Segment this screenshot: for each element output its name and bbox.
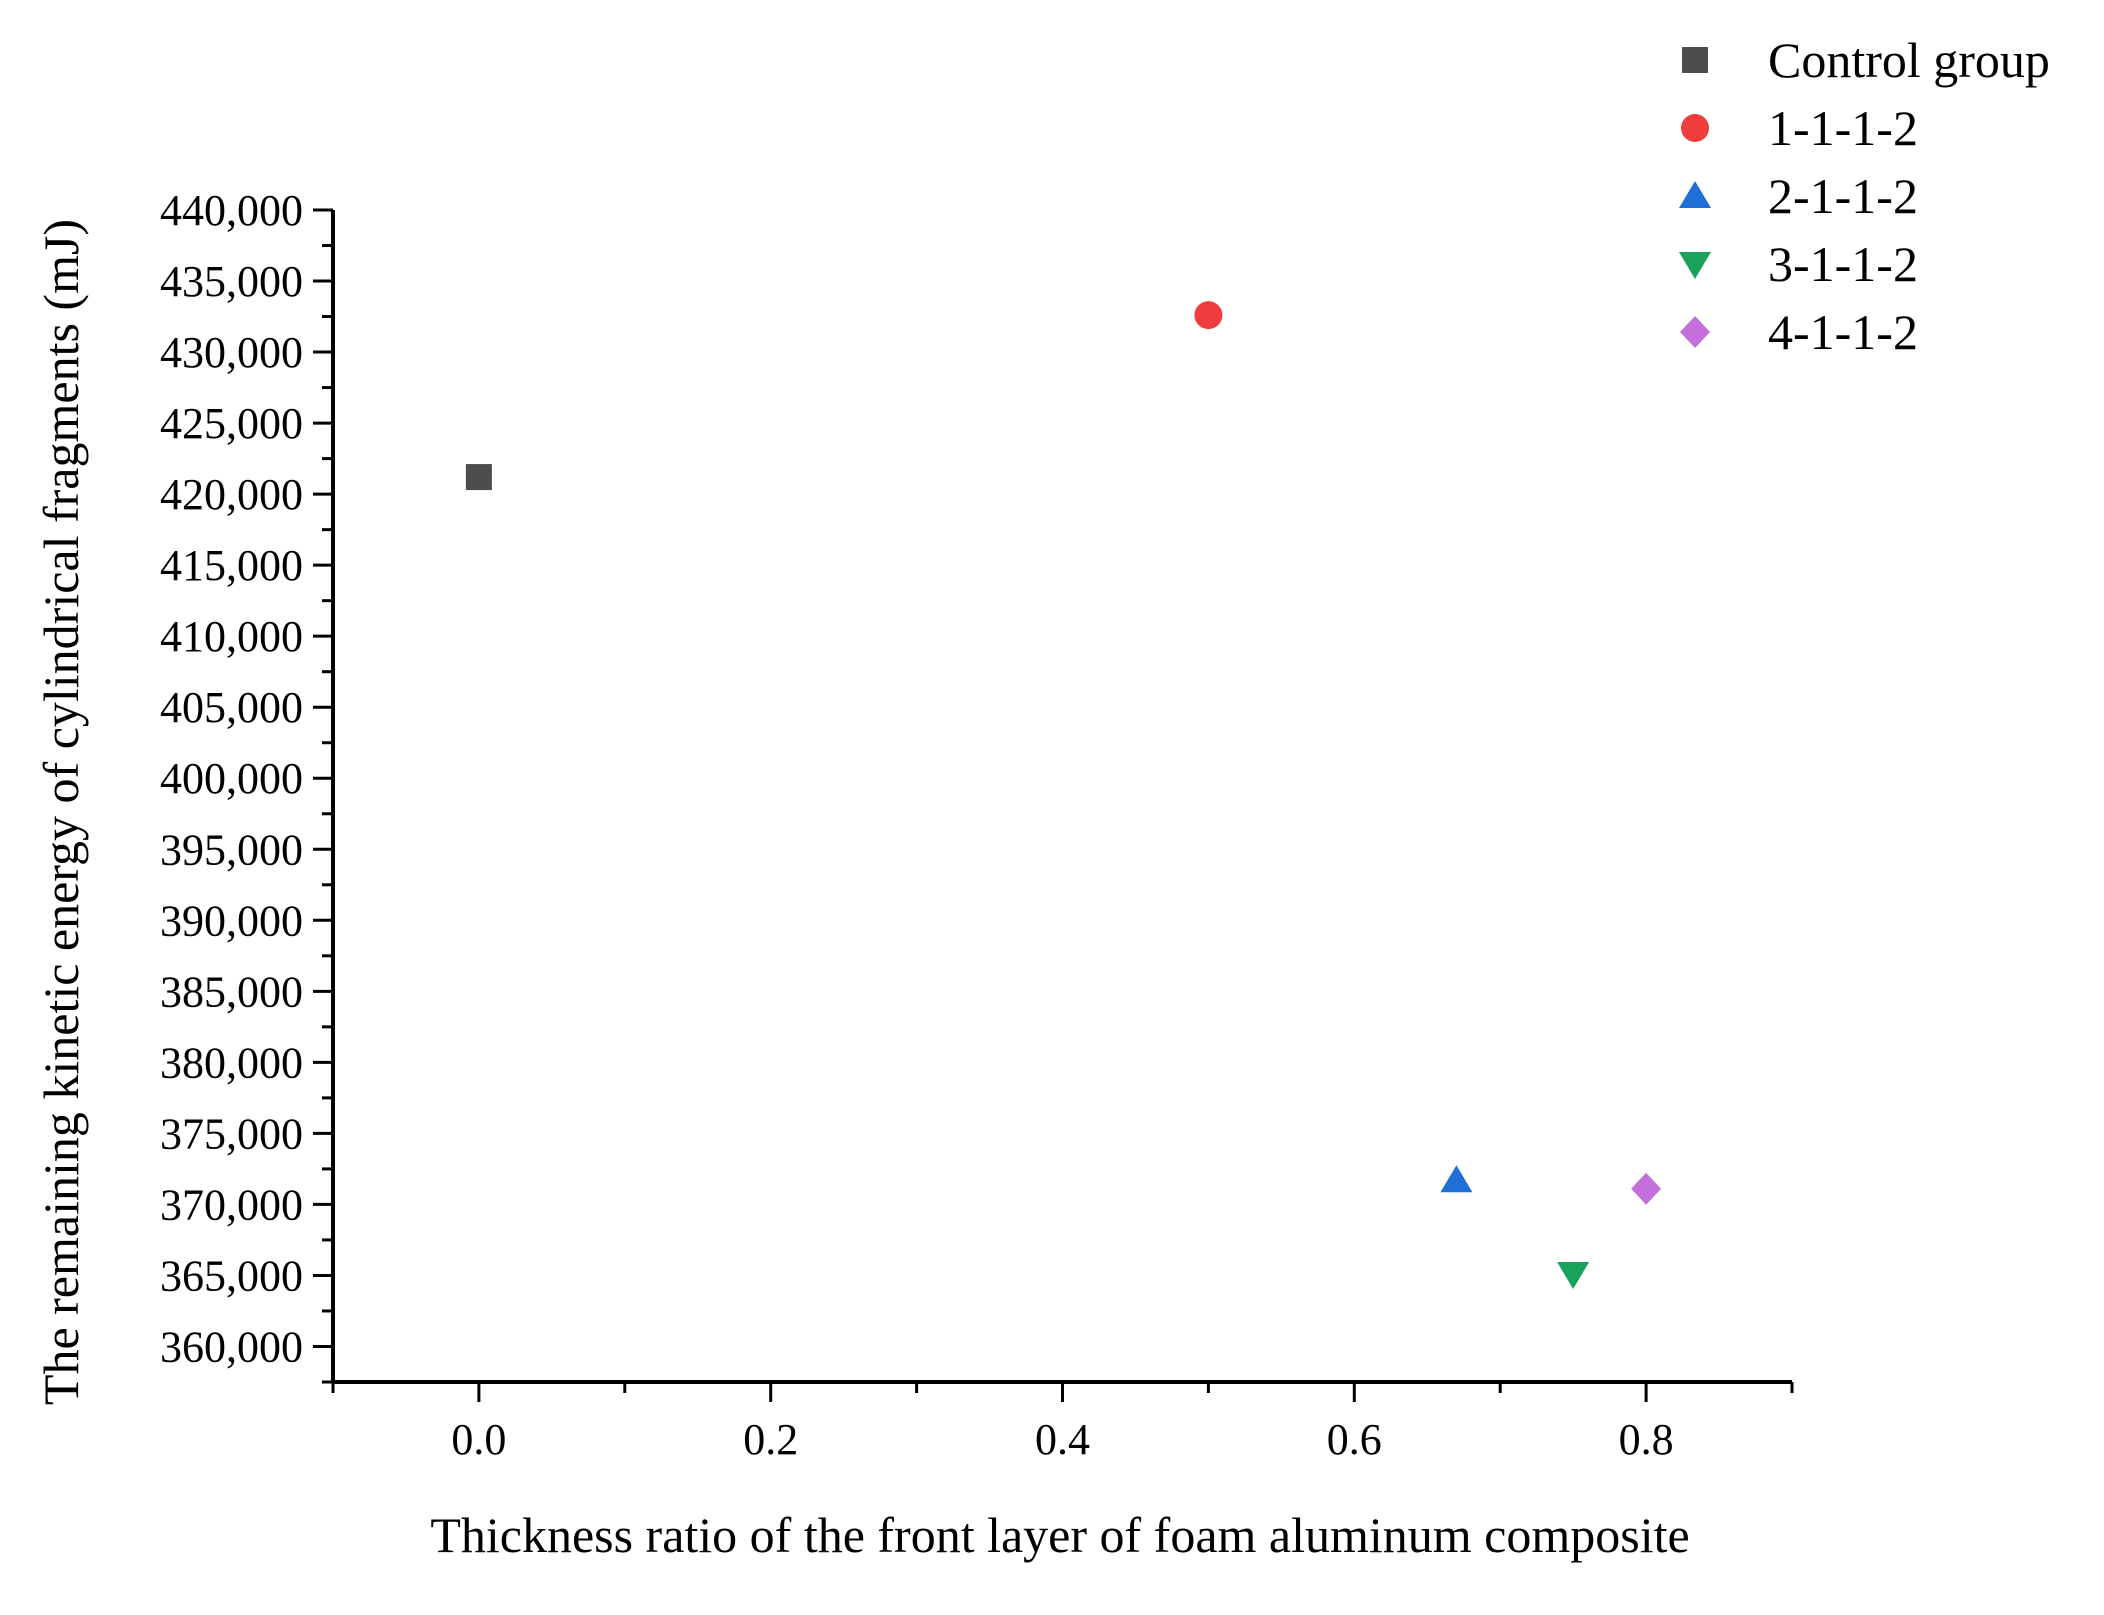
data-point	[465, 464, 492, 491]
data-point	[1194, 301, 1223, 330]
y-tick-label: 375,000	[160, 1109, 303, 1158]
y-axis-ticks: 360,000 365,000 370,000 375,000 380,000 385,0…	[160, 186, 333, 1384]
legend-label: Control group	[1768, 32, 2050, 88]
legend-label: 1-1-1-2	[1768, 100, 1918, 156]
y-tick-label: 385,000	[160, 967, 303, 1016]
x-tick-label: 0.4	[1035, 1415, 1090, 1464]
x-axis-title: Thickness ratio of the front layer of fo…	[430, 1507, 1689, 1563]
legend-marker	[1681, 114, 1709, 142]
legend-marker	[1679, 252, 1711, 279]
y-tick-label: 435,000	[160, 257, 303, 306]
y-tick-label: 395,000	[160, 825, 303, 874]
y-tick-label: 380,000	[160, 1038, 303, 1087]
legend-marker	[1682, 47, 1708, 73]
data-points	[465, 301, 1662, 1290]
legend-label: 2-1-1-2	[1768, 168, 1918, 224]
data-point	[1440, 1165, 1473, 1193]
y-tick-label: 370,000	[160, 1180, 303, 1229]
y-tick-label: 415,000	[160, 541, 303, 590]
y-tick-label: 405,000	[160, 683, 303, 732]
legend-marker	[1680, 316, 1710, 348]
x-axis-ticks: 0.0 0.2 0.4 0.6 0.8	[331, 1382, 1794, 1464]
y-tick-label: 390,000	[160, 896, 303, 945]
legend-marker	[1679, 181, 1711, 208]
axes	[331, 210, 1792, 1384]
legend-label: 3-1-1-2	[1768, 236, 1918, 292]
y-tick-label: 420,000	[160, 470, 303, 519]
y-tick-label: 360,000	[160, 1322, 303, 1371]
y-axis-title: The remaining kinetic energy of cylindri…	[33, 219, 89, 1405]
x-tick-label: 0.8	[1619, 1415, 1674, 1464]
x-tick-label: 0.6	[1327, 1415, 1382, 1464]
x-tick-label: 0.0	[451, 1415, 506, 1464]
legend-label: 4-1-1-2	[1768, 304, 1918, 360]
y-tick-label: 400,000	[160, 754, 303, 803]
data-point	[1557, 1262, 1590, 1290]
y-tick-label: 440,000	[160, 186, 303, 235]
y-tick-label: 425,000	[160, 399, 303, 448]
y-tick-label: 365,000	[160, 1251, 303, 1300]
x-tick-label: 0.2	[743, 1415, 798, 1464]
y-tick-label: 410,000	[160, 612, 303, 661]
y-tick-label: 430,000	[160, 328, 303, 377]
data-point	[1631, 1172, 1662, 1205]
legend: Control group 1-1-1-2 2-1-1-2 3-1-1-2 4-1-1-…	[1679, 32, 2050, 360]
